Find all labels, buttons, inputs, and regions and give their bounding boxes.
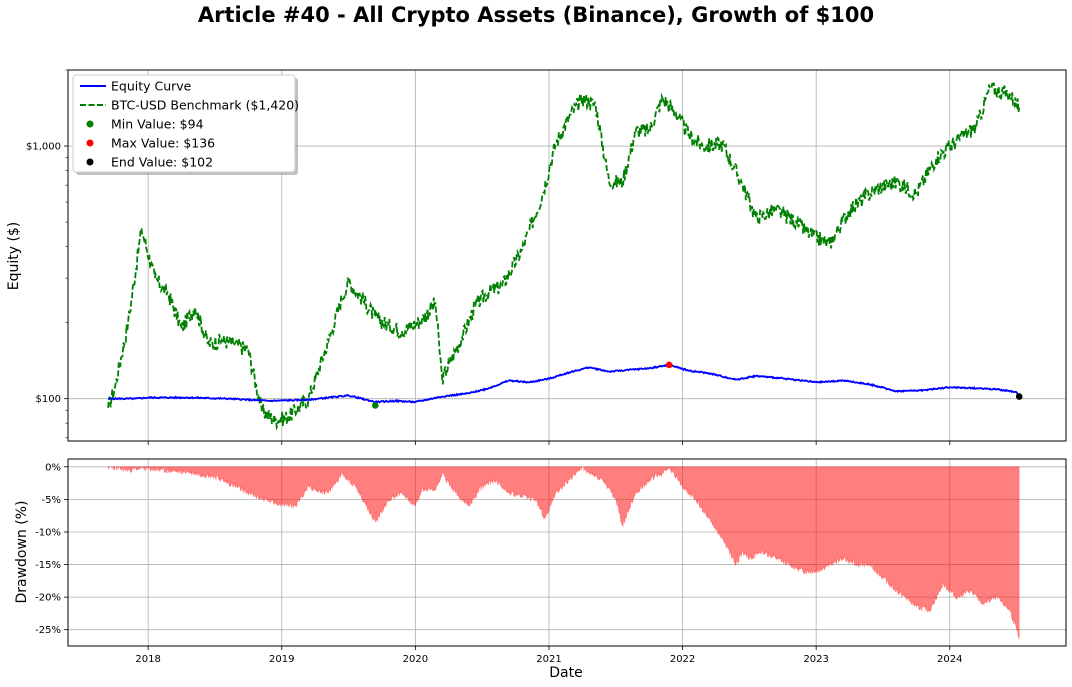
legend-swatch-dot xyxy=(86,139,94,147)
xtick-label-2020: 2020 xyxy=(403,654,428,665)
benchmark-line xyxy=(107,82,1021,431)
equity-panel: $100 $1,000 Equity ($) Equity Curve BTC-US… xyxy=(6,69,1067,445)
drawdown-ytick-label: -20% xyxy=(35,593,61,604)
drawdown-ytick-labels: 0% -5% -10% -15% -20% -25% xyxy=(35,462,61,636)
drawdown-series xyxy=(107,465,1020,640)
legend-box xyxy=(72,74,296,173)
end-value-marker xyxy=(1015,393,1023,400)
equity-ytick-label: $1,000 xyxy=(26,142,61,153)
drawdown-ytick-label: -10% xyxy=(35,527,61,538)
drawdown-xlabel: Date xyxy=(549,665,582,681)
xtick-label-2023: 2023 xyxy=(803,654,828,665)
xtick-label-2021: 2021 xyxy=(536,654,561,665)
chart-title: Article #40 - All Crypto Assets (Binance… xyxy=(198,3,874,27)
drawdown-ytick-label: -15% xyxy=(35,560,61,571)
drawdown-ylabel: Drawdown (%) xyxy=(14,500,30,603)
legend-label: End Value: $102 xyxy=(111,155,213,170)
legend-swatch-dot xyxy=(86,158,94,166)
drawdown-xtick-labels: 2018 2019 2020 2021 2022 2023 2024 xyxy=(135,654,962,665)
xtick-label-2024: 2024 xyxy=(937,654,962,665)
equity-series xyxy=(107,82,1021,431)
xtick-label-2022: 2022 xyxy=(670,654,695,665)
legend-swatch-dot xyxy=(86,120,94,128)
equity-ytick-labels: $100 $1,000 xyxy=(26,142,61,406)
legend-label: Min Value: $94 xyxy=(111,117,204,132)
drawdown-panel: 0%-5%-10%-15%-20%-25% 2018 2019 2020 2021 20… xyxy=(14,458,1067,681)
drawdown-area xyxy=(107,465,1020,640)
legend-items: Equity Curve BTC-USD Benchmark ($1,420) Mi… xyxy=(80,79,299,170)
drawdown-ytick-label: -25% xyxy=(35,625,61,636)
xtick-label-2019: 2019 xyxy=(269,654,294,665)
equity-curve-line xyxy=(107,363,1020,405)
legend: Equity Curve BTC-USD Benchmark ($1,420) Mi… xyxy=(72,74,299,175)
xtick-label-2018: 2018 xyxy=(135,654,160,665)
max-value-marker xyxy=(665,361,673,369)
drawdown-axes-frame xyxy=(67,458,1067,647)
equity-ylabel: Equity ($) xyxy=(6,222,22,291)
drawdown-ytick-label: -5% xyxy=(42,495,61,506)
drawdown-ytick-label: 0% xyxy=(45,462,61,473)
legend-label: Max Value: $136 xyxy=(111,136,215,151)
legend-label: Equity Curve xyxy=(111,79,192,94)
min-value-marker xyxy=(371,402,379,409)
equity-markers xyxy=(371,361,1023,409)
equity-axes-frame xyxy=(67,69,1067,442)
legend-label: BTC-USD Benchmark ($1,420) xyxy=(111,98,299,113)
equity-ytick-label: $100 xyxy=(36,394,61,405)
